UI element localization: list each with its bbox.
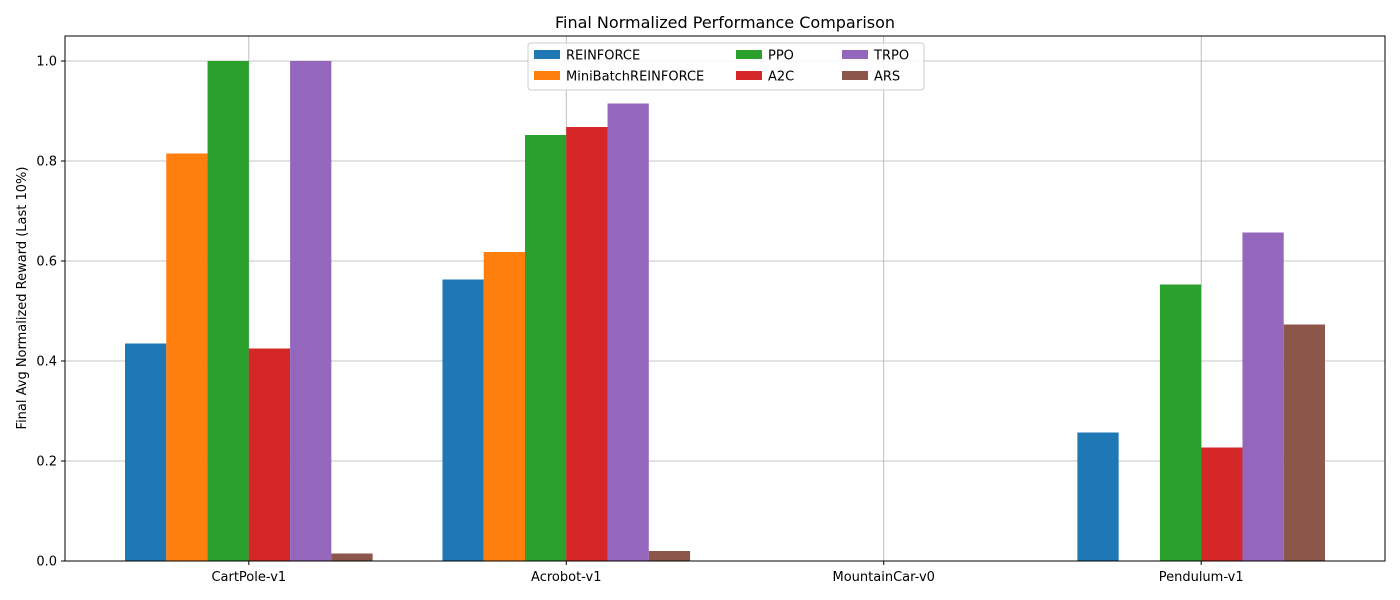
legend-swatch [842, 50, 868, 59]
legend-label: REINFORCE [566, 49, 640, 64]
legend-label: TRPO [873, 49, 909, 64]
y-tick-label: 0.2 [36, 455, 57, 470]
plot-frame [64, 35, 1386, 562]
bar [166, 153, 208, 561]
ticks-layer: 0.0 0.2 0.4 0.6 0.8 1.0 CartPole-v1 Acrobot-v1 M… [36, 55, 1243, 586]
x-tick-label: Acrobot-v1 [531, 570, 601, 585]
legend-swatch [534, 71, 560, 80]
legend-label: A2C [768, 70, 794, 85]
bar [1283, 324, 1325, 561]
bar [442, 279, 484, 561]
bar [648, 551, 691, 561]
y-axis-label: Final Avg Normalized Reward (Last 10%) [15, 167, 30, 430]
legend-box [527, 42, 925, 91]
bar [1242, 232, 1284, 561]
x-tick-label: CartPole-v1 [211, 570, 286, 585]
bar [566, 127, 608, 561]
bar [1159, 284, 1202, 561]
legend-label: PPO [768, 49, 794, 64]
x-tick-label: Pendulum-v1 [1159, 570, 1244, 585]
bar [125, 343, 167, 561]
legend: REINFORCE MiniBatchREINFORCE PPO A2C TRPO ARS [527, 42, 925, 91]
legend-label: ARS [874, 70, 900, 85]
legend-swatch [736, 50, 762, 59]
bars-layer [125, 61, 1325, 561]
bar [1201, 447, 1243, 561]
bar [207, 61, 249, 561]
bar [1077, 432, 1119, 561]
y-tick-label: 0.0 [36, 555, 57, 570]
y-tick-label: 1.0 [36, 55, 57, 70]
y-tick-label: 0.8 [36, 155, 57, 170]
bar [483, 252, 525, 561]
bar [290, 61, 332, 561]
x-tick-label: MountainCar-v0 [833, 570, 935, 585]
legend-swatch [534, 50, 560, 59]
bar [248, 348, 291, 561]
y-tick-label: 0.4 [36, 355, 57, 370]
bar [331, 553, 373, 561]
y-tick-label: 0.6 [36, 255, 57, 270]
legend-swatch [736, 71, 762, 80]
legend-label: MiniBatchREINFORCE [566, 70, 704, 85]
bar [607, 103, 649, 561]
legend-swatch [842, 71, 868, 80]
bar [525, 135, 567, 561]
chart-title: Final Normalized Performance Comparison [555, 13, 895, 32]
